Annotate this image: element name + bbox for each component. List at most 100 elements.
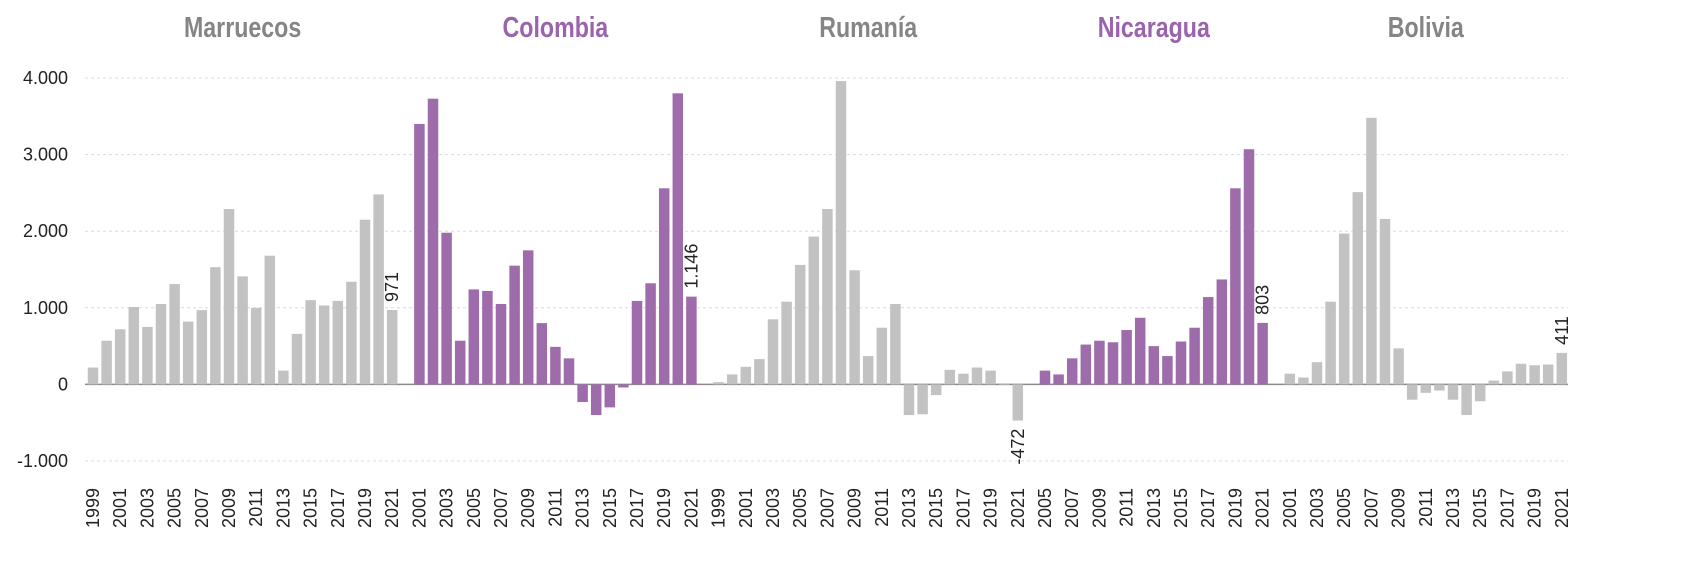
- x-tick-label: 2009: [1389, 488, 1409, 528]
- bar: [1202, 297, 1214, 385]
- x-tick-label: 2005: [1035, 488, 1055, 528]
- bar: [1121, 330, 1132, 385]
- bar: [822, 208, 833, 385]
- x-tick-label: 2017: [328, 488, 348, 528]
- bar: [142, 326, 153, 385]
- bar: [536, 323, 548, 385]
- x-tick-label: 2017: [1198, 488, 1218, 528]
- bar: [169, 284, 180, 385]
- x-tick-label: 2019: [1525, 488, 1545, 528]
- bar: [1148, 346, 1160, 385]
- bar: [890, 303, 901, 385]
- x-tick-label: 2019: [1225, 488, 1245, 528]
- bar: [1325, 301, 1336, 385]
- x-tick-label: 2005: [464, 488, 484, 528]
- bar: [686, 296, 697, 385]
- bar: [577, 384, 588, 403]
- bar: [210, 267, 221, 385]
- x-tick-label: 2011: [246, 488, 266, 527]
- bar: [468, 289, 480, 385]
- bar: [604, 384, 616, 408]
- bar: [903, 384, 915, 416]
- x-tick-label: 2013: [573, 488, 593, 528]
- bar: [1447, 384, 1459, 400]
- bar: [1216, 279, 1228, 385]
- y-tick-label: 0: [58, 374, 68, 394]
- bar: [563, 358, 575, 385]
- bar: [1066, 358, 1078, 385]
- bar: [1556, 352, 1568, 385]
- value-label: 971: [382, 272, 402, 302]
- bar: [849, 270, 860, 385]
- bar: [509, 265, 520, 385]
- bar: [318, 305, 330, 385]
- x-tick-label: 2001: [736, 488, 756, 528]
- x-tick-label: 2015: [926, 488, 946, 528]
- x-tick-label: 2011: [1416, 488, 1436, 527]
- bar: [87, 367, 99, 385]
- bar: [1352, 192, 1364, 385]
- y-tick-label: 3.000: [23, 145, 68, 165]
- bar: [726, 374, 738, 385]
- x-tick-label: 2007: [1361, 488, 1381, 528]
- y-tick-label: 1.000: [23, 298, 68, 318]
- bar: [1488, 380, 1500, 385]
- x-tick-label: 2017: [953, 488, 973, 528]
- x-tick-label: 2015: [1470, 488, 1490, 528]
- x-tick-label: 2021: [681, 488, 701, 528]
- bar: [590, 384, 602, 416]
- bar: [1406, 384, 1418, 400]
- x-tick-label: 2007: [192, 488, 212, 528]
- bar: [1175, 341, 1187, 385]
- bar: [1107, 342, 1119, 385]
- bar: [808, 236, 820, 385]
- bar: [1502, 371, 1513, 385]
- x-tick-label: 2021: [1253, 488, 1273, 528]
- bar: [1474, 384, 1486, 402]
- bar: [1053, 374, 1064, 385]
- x-tick-label: 2001: [1280, 488, 1300, 528]
- bar: [1012, 384, 1024, 421]
- bar: [754, 359, 765, 385]
- bar: [971, 367, 983, 385]
- bar: [1257, 322, 1268, 385]
- bar: [930, 384, 942, 396]
- x-tick-label: 2019: [355, 488, 375, 528]
- x-tick-label: 2013: [1144, 488, 1164, 528]
- bar: [278, 370, 289, 385]
- bar: [645, 283, 656, 385]
- bar: [386, 310, 398, 385]
- panel-title: Colombia: [503, 10, 609, 43]
- bar: [522, 250, 534, 385]
- bar: [223, 208, 235, 385]
- x-tick-label: 2007: [1062, 488, 1082, 528]
- x-tick-label: 2011: [1117, 488, 1137, 527]
- x-tick-label: 2007: [817, 488, 837, 528]
- bar: [1542, 364, 1554, 385]
- bar: [767, 319, 779, 385]
- x-tick-label: 2019: [981, 488, 1001, 528]
- x-tick-label: 2003: [763, 488, 783, 528]
- x-tick-label: 2005: [790, 488, 810, 528]
- panel-title: Marruecos: [184, 10, 301, 43]
- x-tick-label: 2003: [437, 488, 457, 528]
- bar: [250, 307, 262, 385]
- bar: [985, 370, 996, 385]
- panel-title: Rumanía: [819, 10, 917, 43]
- bar: [305, 300, 316, 385]
- bar: [794, 264, 806, 385]
- x-tick-label: 2007: [491, 488, 511, 528]
- bar: [454, 340, 466, 385]
- bar: [482, 290, 493, 385]
- x-tick-label: 2001: [110, 488, 130, 528]
- x-tick-label: 2017: [1497, 488, 1517, 528]
- bar: [1366, 117, 1377, 385]
- bar: [1379, 218, 1391, 385]
- bar: [196, 310, 208, 385]
- bar: [713, 382, 724, 385]
- bar: [550, 346, 561, 385]
- y-tick-label: -1.000: [17, 451, 68, 471]
- bar: [1230, 188, 1241, 385]
- bar: [1311, 362, 1323, 385]
- x-tick-label: 2001: [409, 488, 429, 528]
